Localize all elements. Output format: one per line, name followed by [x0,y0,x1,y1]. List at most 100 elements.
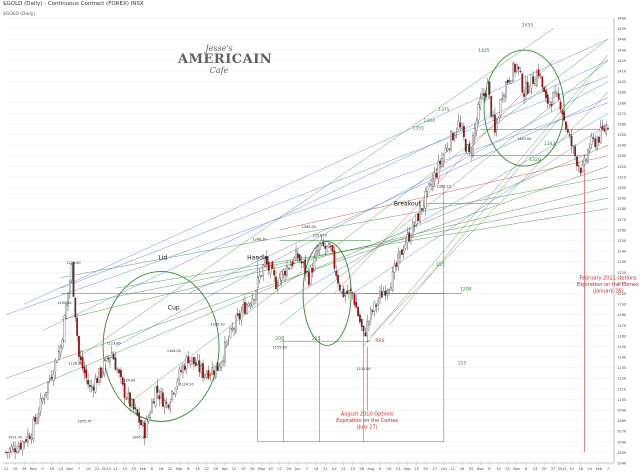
candle-body [203,374,206,378]
candle-body [171,390,173,400]
candle-body [50,376,53,379]
y-tick-label: 1110 [617,387,627,391]
candle-body [271,261,274,269]
candle-body [588,147,591,152]
candle-body [92,386,95,391]
candle-body [570,135,573,147]
y-tick-label: 1370 [617,112,627,116]
candle-body [419,206,421,223]
candle-body [379,291,381,299]
candle-body [484,93,487,98]
candle-body [101,372,104,376]
cup-ellipse [102,271,220,422]
annotation-label: Breakout [394,201,422,208]
candle-body [537,69,540,76]
price-label: 1131.00 [357,367,371,371]
candle-body [442,154,445,162]
candle-body [28,435,31,439]
candle-body [211,367,213,375]
candle-body [581,165,584,172]
x-tick-label: Apr [222,467,229,471]
x-tick-label: 16 [387,467,392,471]
annotation-label: 220 [312,336,321,342]
price-label: 1288.15 [437,185,451,189]
logo-line-3: Cafe [209,66,229,75]
x-tick-label: 14 [86,467,91,471]
x-tick-label: 7 [306,467,308,471]
candle-body [151,401,153,413]
candle-body [466,144,469,154]
candle-body [556,93,558,95]
candle-body [266,256,268,265]
candle-body [17,446,20,452]
candle-body [572,145,575,147]
candle-body [401,249,403,255]
candle-body [25,439,27,442]
candle-body [495,123,498,130]
candle-body [287,268,290,270]
x-tick-label: 11 [451,467,456,471]
candle-body [318,242,321,251]
candle-body [224,342,226,363]
candle-body [514,64,516,73]
candle-body [315,250,317,258]
y-tick-label: 1360 [617,122,627,126]
candle-body [536,72,538,86]
y-tick-label: 1190 [617,303,627,307]
candle-body [490,96,493,117]
candle-body [172,393,175,395]
candle-body [526,82,529,95]
candle-body [123,382,126,398]
candle-body [304,259,307,274]
candle-body [353,293,356,305]
candle-body [227,339,230,341]
candle-body [162,392,164,407]
candle-body [335,271,338,276]
candle-body [209,373,212,376]
candle-body [603,128,606,132]
candle-body [120,370,122,378]
y-tick-label: 1150 [617,345,627,349]
y-tick-label: 1250 [617,239,627,243]
candle-body [452,132,454,141]
x-tick-label: 18 [460,467,465,471]
y-tick-label: 1120 [617,377,627,381]
x-tick-label: 16 [159,467,164,471]
candle-body [200,365,203,373]
trendline [115,81,609,347]
candle-body [430,184,432,186]
candle-body [364,332,367,337]
candle-body [473,127,476,138]
x-tick-label: 9 [379,467,382,471]
x-tick-label: 15 [195,467,200,471]
candle-body [183,365,186,371]
candle-body [19,442,22,449]
y-tick-label: 1440 [617,38,627,42]
candle-body [508,80,511,82]
y-tick-label: 1140 [617,356,627,360]
price-label: 1265.00 [302,225,316,229]
candle-body [393,265,396,273]
x-tick-label: 27 [432,467,437,471]
candle-body [461,127,463,129]
y-tick-labels: 1040 1050 1060 1070 1080 1090 1100 1110 1120 1130… [617,17,627,466]
candle-body [169,402,172,410]
candle-body [27,433,29,443]
candle-body [238,313,241,319]
annotation-label: Handle [247,255,268,262]
candle-body [121,377,124,385]
candle-body [218,366,221,371]
candle-body [386,290,389,293]
x-tick-label: Jun [294,467,301,471]
candle-body [592,137,595,139]
candle-body [30,437,33,440]
candle-body [149,413,151,418]
candle-body [517,66,520,70]
candle-body [521,73,524,93]
candle-body [5,451,7,453]
y-tick-label: 1320 [617,165,627,169]
candle-body [207,370,210,379]
candle-body [136,409,139,416]
candle-body [519,71,522,73]
candle-body [373,301,376,312]
